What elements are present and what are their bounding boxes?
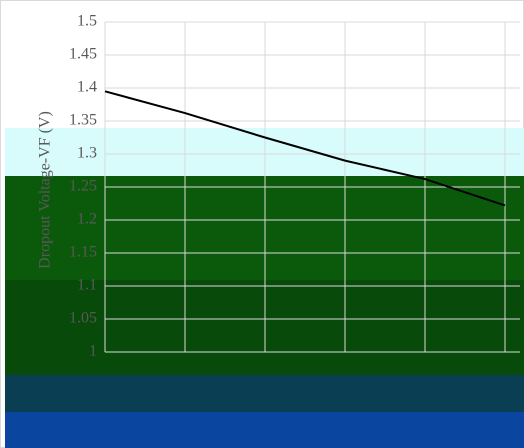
y-axis-label: Dropout Voltage-VF (V)	[37, 111, 54, 269]
overlay-blue	[5, 412, 524, 448]
y-tick-label: 1.35	[69, 112, 97, 129]
y-tick-label: 1.4	[77, 79, 97, 96]
line	[104, 90, 506, 207]
overlay-teal	[5, 375, 524, 412]
y-tick-label: 1.05	[69, 310, 97, 327]
y-tick-label: 1.5	[77, 13, 97, 30]
y-tick-label: 1.1	[77, 277, 97, 294]
y-tick-label: 1.25	[69, 178, 97, 195]
y-tick-label: 1.2	[77, 211, 97, 228]
y-tick-label: 1.45	[69, 46, 97, 63]
y-tick-label: 1.15	[69, 244, 97, 261]
y-tick-label: 1	[89, 343, 97, 360]
y-tick-label: 1.3	[77, 145, 97, 162]
